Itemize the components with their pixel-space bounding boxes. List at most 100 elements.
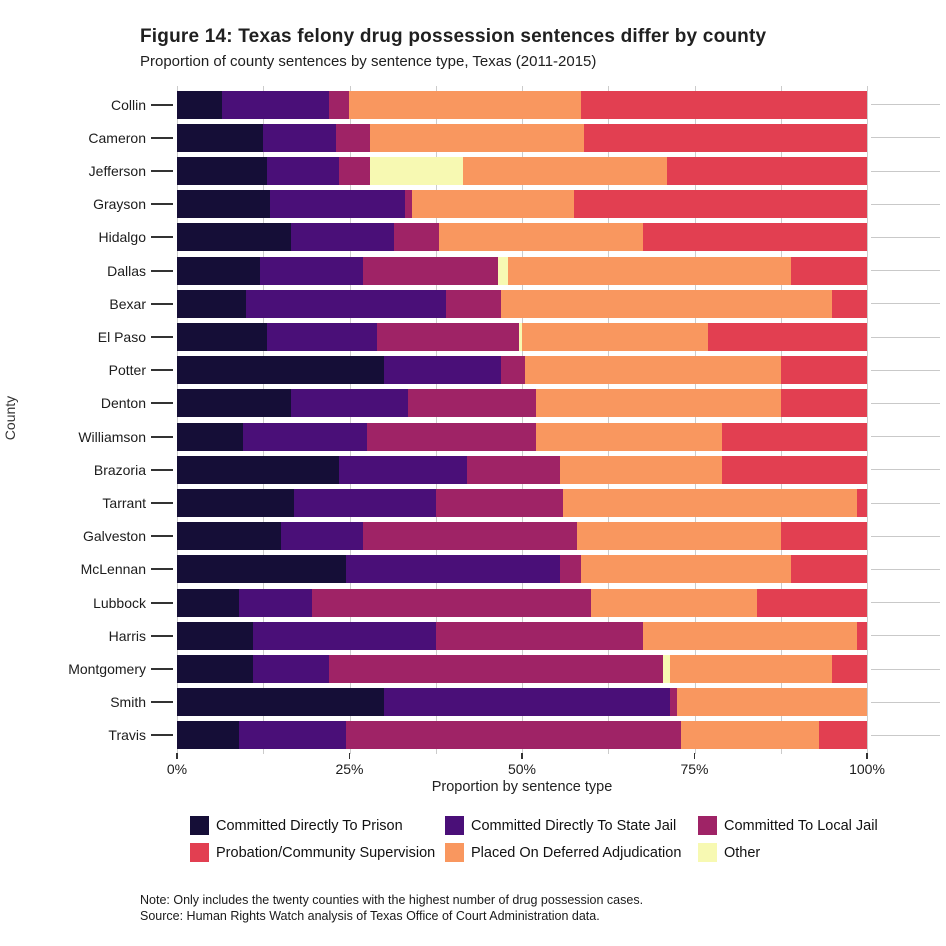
horizontal-gridline [871, 734, 940, 736]
stacked-bar [177, 489, 867, 517]
vertical-gridline [435, 86, 437, 754]
bar-segment [328, 655, 664, 683]
bar-segment [177, 422, 243, 451]
county-tick [151, 634, 173, 637]
legend-label: Committed To Local Jail [724, 817, 878, 834]
bar-segment [722, 455, 867, 484]
bar-segment [577, 522, 781, 551]
chart-title: Figure 14: Texas felony drug possession … [140, 26, 767, 47]
bar-segment [177, 389, 291, 418]
horizontal-gridline [871, 701, 940, 703]
horizontal-gridline [871, 104, 940, 106]
bar-segment [290, 223, 395, 252]
stacked-bar [177, 555, 867, 584]
legend-label: Other [724, 844, 761, 861]
county-tick [151, 435, 173, 438]
county-label: Williamson [78, 428, 146, 445]
legend-item: Placed On Deferred Adjudication [445, 843, 681, 862]
county-label: Tarrant [102, 495, 146, 511]
bar-segment [590, 588, 757, 617]
county-label: Galveston [82, 528, 146, 545]
bar-segment [266, 157, 340, 185]
bar-segment [246, 289, 447, 318]
county-tick [151, 535, 173, 538]
bar-segment [177, 588, 240, 617]
stacked-bar [177, 190, 867, 219]
county-tick [151, 468, 173, 471]
county-label: Travis [108, 727, 146, 744]
county-label: Harris [108, 627, 146, 644]
bar-segment [294, 489, 436, 517]
bar-segment [435, 621, 643, 650]
county-label: Montgomery [68, 661, 146, 677]
bar-segment [177, 157, 267, 185]
county-tick [151, 402, 173, 405]
bar-segment [856, 489, 867, 517]
legend-label: Probation/Community Supervision [216, 844, 436, 861]
county-label: Brazoria [93, 461, 146, 478]
bar-segment [508, 256, 792, 285]
bar-segment [521, 323, 709, 351]
legend-item: Committed To Local Jail [698, 816, 878, 835]
vertical-gridline [349, 86, 351, 754]
vertical-gridline [694, 86, 696, 754]
bar-segment [446, 289, 502, 318]
legend-label: Committed Directly To State Jail [471, 817, 677, 834]
bar-segment [756, 588, 867, 617]
bar-segment [670, 655, 833, 683]
stacked-bar [177, 621, 867, 650]
county-tick [151, 668, 173, 670]
vertical-gridline [177, 86, 178, 754]
stacked-bar [177, 389, 867, 418]
bar-segment [177, 190, 271, 219]
x-tick-label: 50% [507, 761, 537, 777]
stacked-bar [177, 455, 867, 484]
bar-segment [259, 256, 364, 285]
x-tick [521, 753, 523, 759]
stacked-bar [177, 721, 867, 750]
legend-swatch [445, 843, 464, 862]
chart-subtitle: Proportion of county sentences by senten… [140, 53, 597, 70]
bar-segment [177, 688, 384, 717]
bar-segment [501, 356, 526, 385]
bar-segment [411, 190, 574, 219]
stacked-bar [177, 422, 867, 451]
county-tick [151, 734, 173, 737]
bar-segment [708, 323, 867, 351]
stacked-bar [177, 223, 867, 252]
county-tick [151, 568, 173, 571]
horizontal-gridline [871, 635, 940, 637]
bar-segment [666, 157, 867, 185]
bar-segment [349, 90, 581, 119]
county-tick [151, 203, 173, 206]
legend-label: Placed On Deferred Adjudication [471, 844, 682, 861]
county-label: Hidalgo [98, 229, 146, 246]
bar-segment [677, 688, 867, 717]
bar-segment [339, 157, 371, 185]
bar-segment [791, 256, 867, 285]
bar-segment [780, 522, 867, 551]
bar-segment [559, 555, 581, 584]
bar-segment [280, 522, 364, 551]
bar-segment [394, 223, 440, 252]
stacked-bar [177, 655, 867, 683]
bar-segment [242, 422, 367, 451]
bar-segment [177, 123, 264, 152]
bar-segment [466, 455, 560, 484]
bar-segment [642, 223, 867, 252]
bar-segment [642, 621, 857, 650]
bar-segment [856, 621, 867, 650]
bar-segment [563, 489, 857, 517]
county-label: Smith [110, 694, 146, 711]
county-tick [151, 601, 173, 604]
stacked-bar [177, 157, 867, 185]
bar-segment [580, 555, 792, 584]
bar-segment [384, 356, 502, 385]
county-label: Dallas [107, 262, 146, 279]
vertical-gridline [867, 86, 868, 754]
legend-label: Committed Directly To Prison [216, 817, 403, 834]
bar-segment [177, 223, 291, 252]
x-axis-label: Proportion by sentence type [431, 779, 613, 795]
bar-segment [339, 455, 467, 484]
